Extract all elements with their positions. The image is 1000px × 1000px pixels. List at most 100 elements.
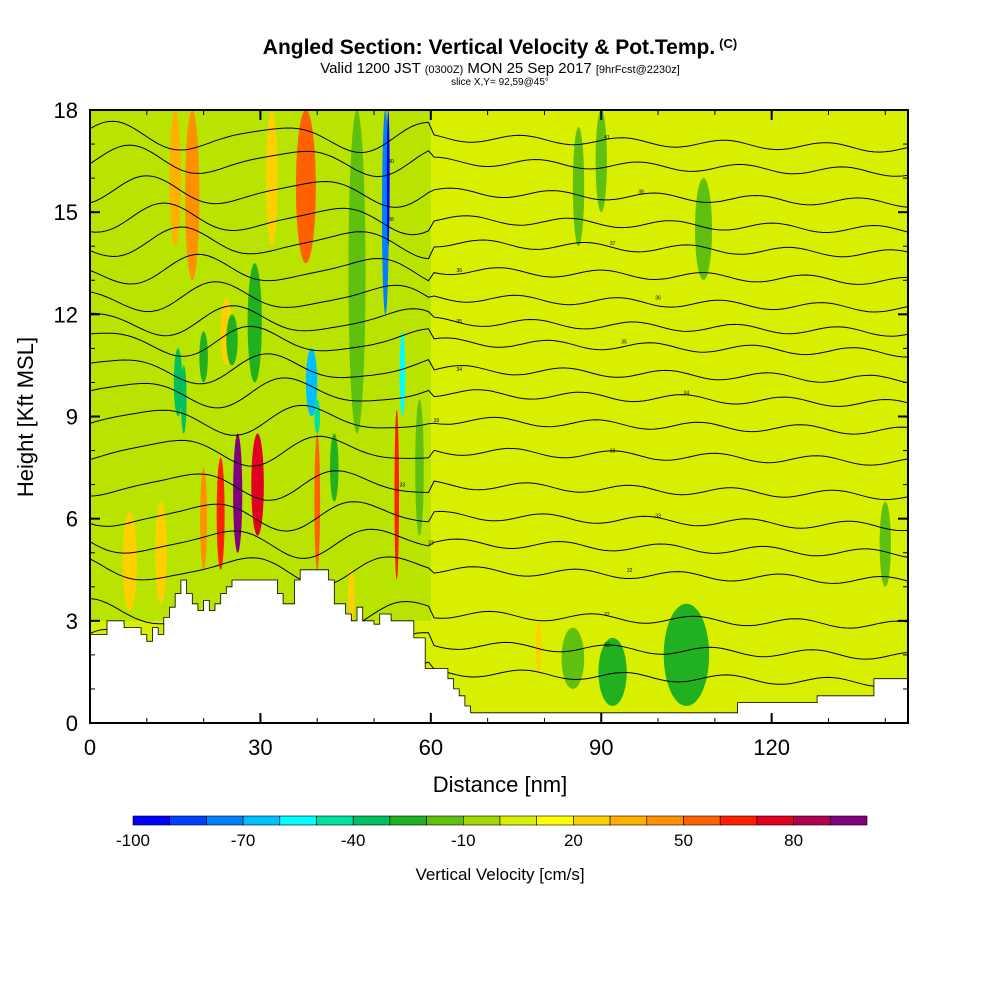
colorbar-tick-label: -70 <box>231 831 256 850</box>
theta-contour-label: 33 <box>400 483 406 489</box>
theta-contours: 32 32 32 32 33 33 33 33 34 34 35 35 36 36 37 38 39 40 41 <box>90 120 908 689</box>
x-tick-label: 0 <box>84 735 96 760</box>
colorbar-swatch <box>352 815 391 826</box>
title-text: Angled Section: Vertical Velocity & Pot.… <box>262 36 716 59</box>
x-tick-label: 90 <box>589 735 613 760</box>
theta-contour-line <box>90 144 908 178</box>
velocity-cell <box>415 399 424 536</box>
velocity-cell <box>180 365 187 434</box>
theta-contour-line <box>90 202 908 236</box>
valid-utc: (0300Z) <box>424 64 464 76</box>
x-axis-label: Distance [nm] <box>433 772 568 797</box>
velocity-cell <box>879 501 891 587</box>
colorbar-swatch <box>683 815 721 826</box>
velocity-cell <box>233 433 243 553</box>
velocity-cell <box>173 348 183 417</box>
theta-contour-line <box>90 435 908 467</box>
theta-contour-label: 33 <box>610 449 616 455</box>
theta-contour-line <box>90 325 908 358</box>
colorbar-swatch <box>646 815 684 826</box>
y-tick-label: 9 <box>66 405 78 430</box>
title-unit: (C) <box>719 36 738 51</box>
velocity-cell <box>598 637 627 706</box>
colorbar-tick-label: 50 <box>674 831 693 850</box>
theta-contour-label: 40 <box>388 159 394 165</box>
colorbar: -100 -70 -40 -10 20 50 80 <box>116 815 868 850</box>
theta-contour-line <box>90 305 908 337</box>
theta-contour-label: 32 <box>604 643 610 649</box>
theta-contour-line <box>90 120 908 154</box>
velocity-cell <box>314 399 321 434</box>
velocity-cell <box>347 569 355 621</box>
theta-contour-label: 32 <box>627 568 633 574</box>
theta-contour-line <box>90 226 908 260</box>
colorbar-tick-label: -10 <box>451 831 476 850</box>
x-tick-label: 30 <box>248 735 272 760</box>
velocity-cell <box>122 511 137 611</box>
theta-contour-label: 41 <box>604 135 610 141</box>
velocity-cell <box>266 110 278 247</box>
velocity-cell <box>247 263 262 383</box>
velocity-cell <box>694 178 713 281</box>
theta-contour-label: 32 <box>604 612 610 618</box>
theta-contour-line <box>90 281 908 313</box>
velocity-cell <box>394 409 400 580</box>
colorbar-swatch <box>793 815 831 826</box>
velocity-cell <box>314 433 321 570</box>
theta-contour-label: 33 <box>434 418 440 424</box>
colorbar-label: Vertical Velocity [cm/s] <box>415 865 584 884</box>
velocity-cell <box>216 457 225 570</box>
theta-contour-line <box>90 556 908 587</box>
colorbar-tick-label: 20 <box>564 831 583 850</box>
theta-contour-line <box>90 253 908 285</box>
colorbar-swatch <box>462 815 501 826</box>
theta-contour-label: 36 <box>655 295 661 301</box>
chart-title: Angled Section: Vertical Velocity & Pot.… <box>0 36 1000 60</box>
y-tick-label: 12 <box>54 302 78 327</box>
theta-contour-label: 37 <box>610 241 616 247</box>
theta-contour-label: 36 <box>456 268 462 274</box>
y-tick-label: 15 <box>54 200 78 225</box>
velocity-cell <box>535 620 542 672</box>
theta-contour-label: 33 <box>655 513 661 519</box>
velocity-cell <box>595 110 607 213</box>
velocity-cell <box>185 110 200 281</box>
field-band <box>90 110 431 621</box>
colorbar-swatch <box>573 815 611 826</box>
colorbar-swatch <box>316 815 354 826</box>
velocity-cell <box>295 110 316 264</box>
slice-info: slice X,Y= 92,59@45° <box>451 77 549 88</box>
colorbar-swatch <box>536 815 574 826</box>
terrain-mask <box>90 569 908 723</box>
velocity-cell <box>305 348 318 417</box>
y-axis-label: Height [Kft MSL] <box>13 337 38 497</box>
colorbar-tick-label: 80 <box>784 831 803 850</box>
y-tick-label: 3 <box>66 609 78 634</box>
colorbar-swatch <box>756 815 794 826</box>
theta-contour-label: 34 <box>684 391 690 397</box>
theta-contour-line <box>90 404 908 436</box>
theta-contour-line <box>90 528 908 559</box>
theta-contour-label: 38 <box>388 217 394 223</box>
theta-contour-line <box>90 377 908 409</box>
colorbar-swatch <box>426 815 464 826</box>
colorbar-tick-label: -40 <box>341 831 366 850</box>
velocity-cell <box>251 433 264 536</box>
theta-contour-label: 34 <box>456 367 462 373</box>
theta-contour-line <box>90 501 908 532</box>
colorbar-swatch <box>206 815 244 826</box>
colorbar-tick-label: -100 <box>116 831 150 850</box>
theta-contour-line <box>90 353 908 385</box>
theta-contour-label: 35 <box>456 319 462 325</box>
x-tick-label: 60 <box>419 735 443 760</box>
velocity-cell <box>169 110 181 247</box>
colorbar-swatch <box>719 815 758 826</box>
velocity-cell <box>561 627 585 689</box>
y-tick-label: 0 <box>66 711 78 736</box>
terrain-profile <box>90 569 908 723</box>
y-tick-label: 18 <box>54 98 78 123</box>
y-tick-label: 6 <box>66 507 78 532</box>
x-tick-label: 120 <box>753 735 790 760</box>
colorbar-swatch <box>279 815 317 826</box>
